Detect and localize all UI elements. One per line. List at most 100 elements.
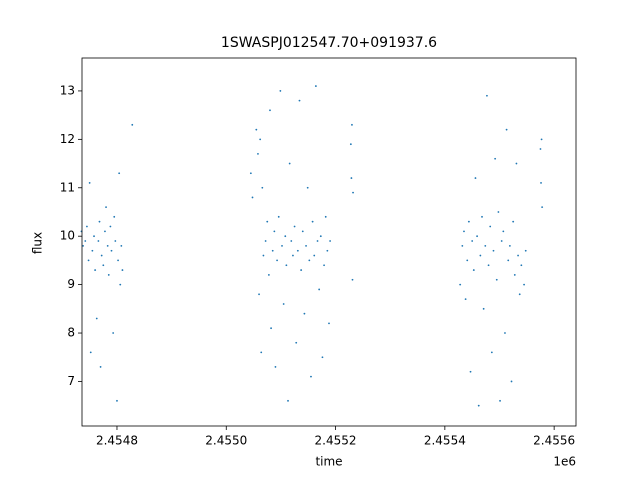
point xyxy=(293,225,296,228)
point xyxy=(472,269,475,271)
point xyxy=(471,240,474,242)
point xyxy=(109,225,112,228)
point xyxy=(298,99,301,102)
point xyxy=(308,259,311,262)
point xyxy=(97,240,100,242)
point xyxy=(318,288,321,291)
point xyxy=(88,182,91,184)
point xyxy=(94,269,97,271)
point xyxy=(93,235,95,238)
point xyxy=(104,230,106,233)
point xyxy=(469,370,472,373)
point xyxy=(279,90,282,92)
point xyxy=(515,162,518,165)
point xyxy=(255,128,258,131)
point xyxy=(131,123,134,126)
point xyxy=(474,177,477,179)
point xyxy=(98,220,101,223)
point xyxy=(116,399,118,402)
point xyxy=(349,143,352,146)
point xyxy=(461,244,464,247)
point xyxy=(106,244,109,247)
point xyxy=(351,278,354,281)
point xyxy=(502,230,505,233)
point xyxy=(351,123,353,126)
x-axis-label: time xyxy=(315,455,342,469)
point xyxy=(329,240,331,242)
point xyxy=(464,298,467,301)
point xyxy=(274,366,277,368)
point xyxy=(117,259,119,262)
point xyxy=(296,249,299,252)
point xyxy=(350,177,353,179)
point xyxy=(114,240,117,242)
point xyxy=(102,264,105,267)
x-tick-label: 2.4554 xyxy=(424,434,466,448)
point xyxy=(495,278,498,281)
point xyxy=(95,317,98,320)
point xyxy=(264,240,267,242)
point xyxy=(323,264,325,267)
point xyxy=(258,293,260,296)
point xyxy=(310,375,312,378)
point xyxy=(107,274,110,276)
point xyxy=(277,215,280,218)
y-axis-label: flux xyxy=(31,232,45,254)
point xyxy=(477,404,480,407)
point xyxy=(482,307,485,310)
point xyxy=(306,186,309,189)
point xyxy=(507,259,510,262)
point xyxy=(288,162,291,165)
point xyxy=(284,235,287,238)
chart-title: 1SWASPJ012547.70+091937.6 xyxy=(221,35,437,51)
point xyxy=(105,206,107,209)
point xyxy=(300,269,303,271)
x-offset-label: 1e6 xyxy=(553,455,576,469)
point xyxy=(276,259,278,262)
point xyxy=(520,264,523,267)
point xyxy=(504,332,506,334)
point xyxy=(484,244,487,247)
point xyxy=(505,128,508,131)
point xyxy=(281,244,283,247)
x-tick-label: 2.4550 xyxy=(205,434,247,448)
point xyxy=(271,249,274,252)
point xyxy=(510,380,513,383)
point xyxy=(91,249,94,252)
point xyxy=(476,235,478,238)
point xyxy=(110,249,113,252)
point xyxy=(119,283,122,286)
point xyxy=(260,351,263,354)
point xyxy=(303,312,306,315)
point xyxy=(84,240,87,242)
point xyxy=(316,240,319,242)
point xyxy=(500,240,503,242)
point xyxy=(266,220,269,223)
y-tick-label: 10 xyxy=(60,229,75,243)
point xyxy=(112,332,115,334)
x-tick-label: 2.4548 xyxy=(96,434,138,448)
y-tick-label: 13 xyxy=(60,83,75,97)
point xyxy=(89,351,92,354)
point xyxy=(489,225,492,228)
point xyxy=(486,94,488,97)
y-tick-label: 8 xyxy=(67,326,75,340)
point xyxy=(481,215,483,218)
point xyxy=(479,254,482,257)
point xyxy=(257,152,259,155)
point xyxy=(523,283,525,286)
point xyxy=(326,249,329,252)
point xyxy=(497,211,500,213)
point xyxy=(490,351,493,354)
point xyxy=(118,172,121,175)
point xyxy=(120,244,123,247)
point xyxy=(113,215,116,218)
point xyxy=(311,220,314,223)
point xyxy=(273,230,276,233)
point xyxy=(251,196,254,199)
point xyxy=(290,240,293,242)
x-tick-label: 2.4556 xyxy=(533,434,575,448)
point xyxy=(121,269,124,271)
point xyxy=(513,274,516,276)
